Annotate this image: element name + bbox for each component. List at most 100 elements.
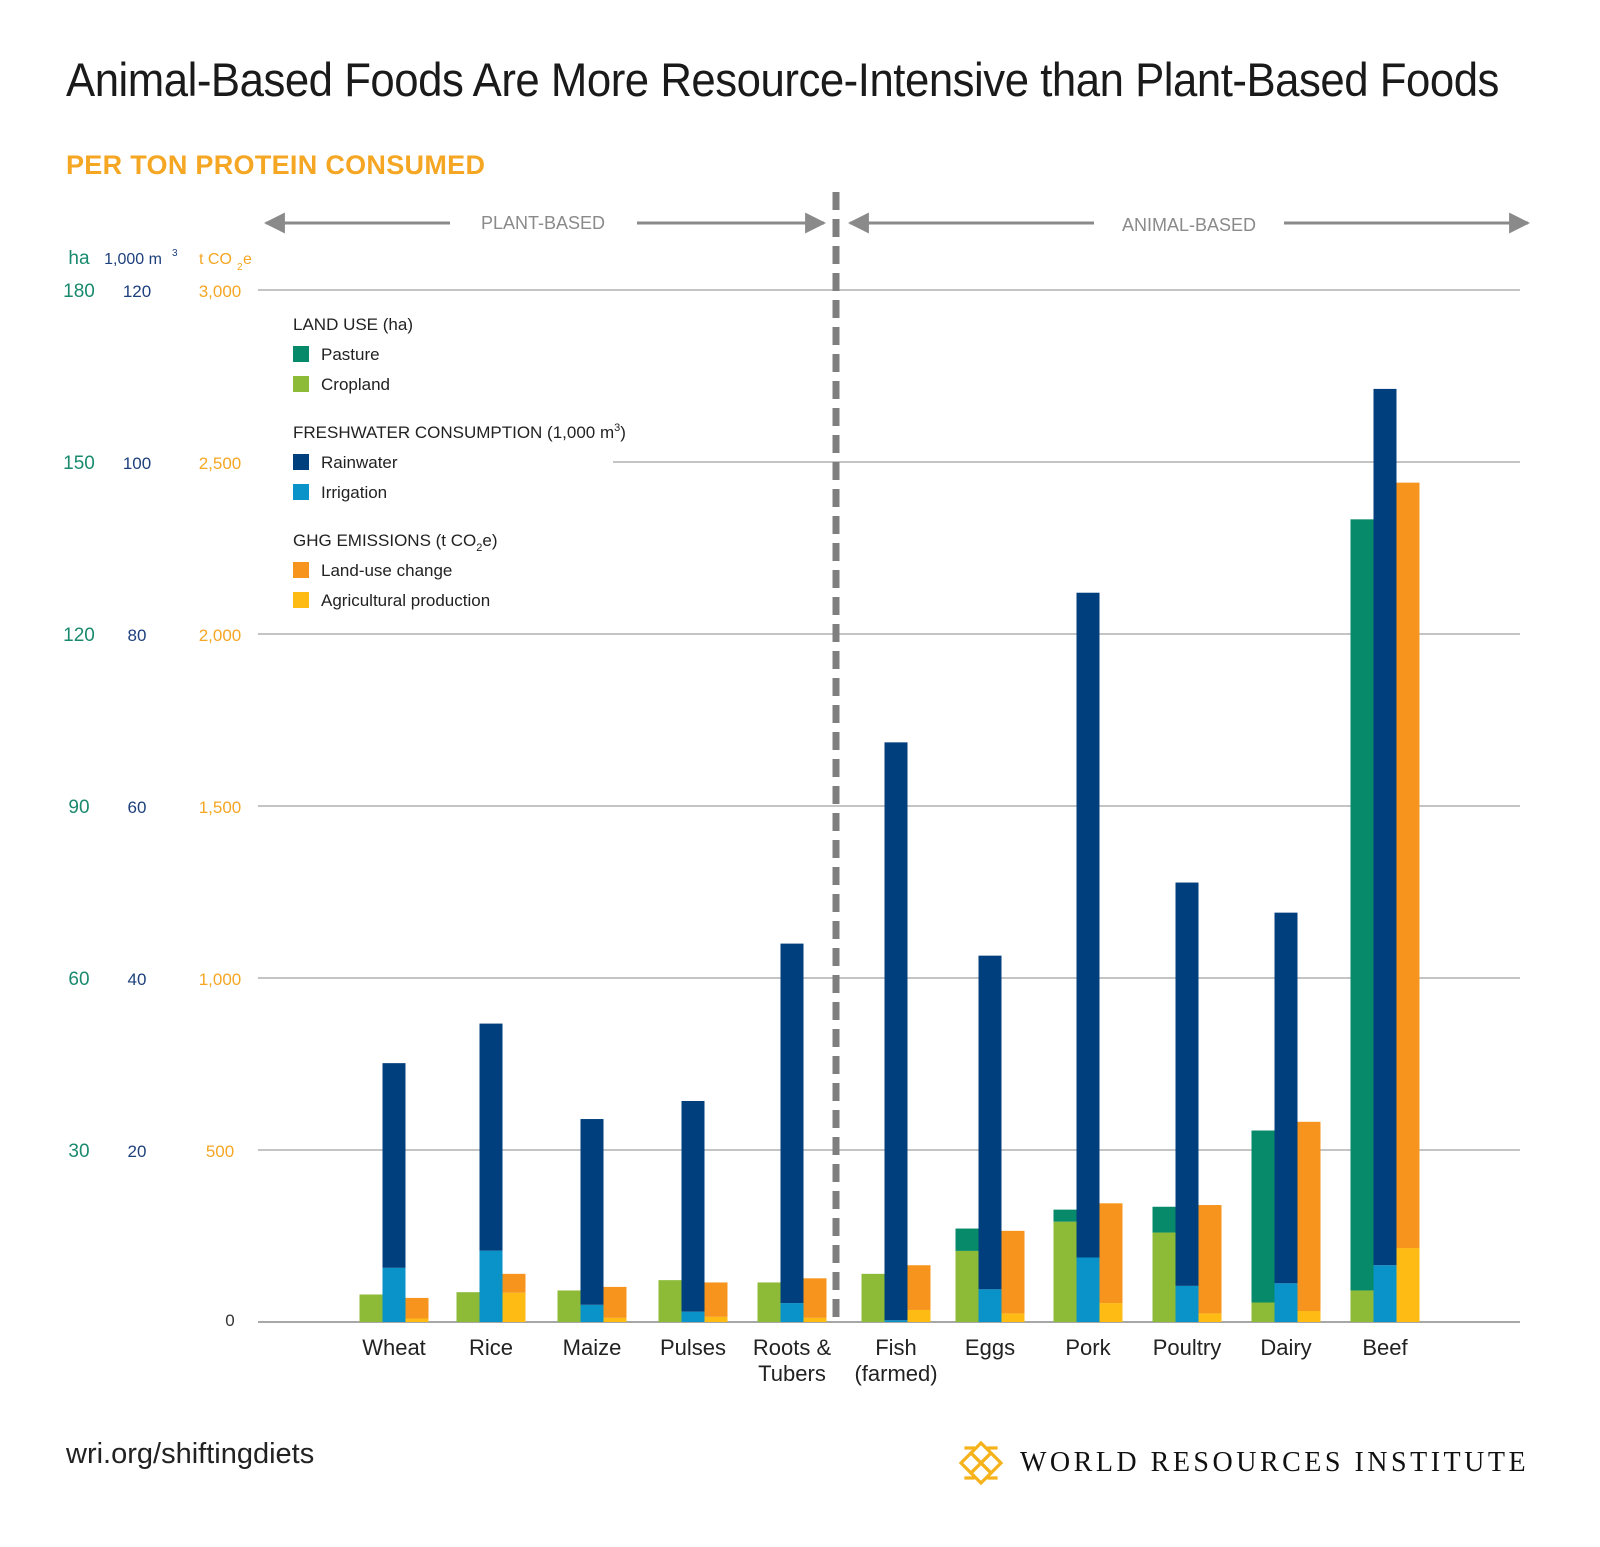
legend-group-title: GHG EMISSIONS (t CO2e) (293, 531, 498, 554)
bar-irrigation (382, 1267, 406, 1322)
bar-agricultural-production (1001, 1313, 1025, 1322)
bar-cropland (557, 1290, 581, 1322)
legend-label: Irrigation (321, 483, 387, 502)
wri-emblem-icon (958, 1440, 1004, 1486)
x-tick-label: Eggs (965, 1335, 1015, 1360)
bar-cropland (456, 1292, 480, 1322)
y-tick-ghg: 3,000 (199, 282, 242, 301)
x-tick-label: Rice (469, 1335, 513, 1360)
y-tick-ha: 90 (68, 797, 89, 818)
y-axis-unit-ghg: t CO (199, 251, 232, 268)
y-axis-unit-ghg-sub: 2 (237, 262, 243, 273)
y-axis-unit-water: 1,000 m (104, 251, 162, 268)
group-labels: PLANT-BASED ANIMAL-BASED (263, 192, 1531, 1322)
y-axes: 30 60 90 120 150 180 0 20 40 60 80 100 120 500 1,000 1,… (63, 248, 252, 1330)
legend-label: Agricultural production (321, 591, 490, 610)
y-tick-ghg: 1,000 (199, 970, 242, 989)
x-tick-label: Poultry (1153, 1335, 1221, 1360)
bar-pasture (1053, 1209, 1077, 1222)
bar-cropland (1251, 1302, 1275, 1322)
x-tick-label: Beef (1362, 1335, 1408, 1360)
bar-cropland (1053, 1221, 1077, 1322)
bar-rainwater (978, 955, 1002, 1290)
legend-swatch (293, 346, 309, 362)
bar-agricultural-production (1198, 1313, 1222, 1322)
bar-rainwater (1175, 882, 1199, 1286)
bar-agricultural-production (1099, 1303, 1123, 1322)
legend-label: Rainwater (321, 453, 398, 472)
y-axis-unit-water-sup: 3 (172, 248, 178, 259)
bar-land-use-change (1198, 1205, 1222, 1314)
bar-rainwater (884, 742, 908, 1321)
bars (359, 388, 1420, 1322)
y-tick-ghg: 1,500 (199, 798, 242, 817)
bar-land-use-change (502, 1273, 526, 1293)
y-tick-water: 20 (128, 1142, 147, 1161)
bar-cropland (955, 1250, 979, 1322)
bar-land-use-change (704, 1282, 728, 1317)
y-tick-ghg: 500 (206, 1142, 234, 1161)
legend-label: Land-use change (321, 561, 452, 580)
bar-cropland (359, 1294, 383, 1322)
bar-rainwater (1373, 388, 1397, 1266)
bar-irrigation (1076, 1257, 1100, 1322)
x-tick-label: Maize (563, 1335, 622, 1360)
x-axis-labels: Wheat Rice Maize Pulses Roots & Tubers Fish (fa… (362, 1335, 1408, 1386)
y-tick-water: 40 (128, 970, 147, 989)
bar-land-use-change (1001, 1230, 1025, 1314)
group-label-plant: PLANT-BASED (481, 213, 605, 233)
y-tick-ha: 180 (63, 281, 95, 302)
legend-swatch (293, 376, 309, 392)
x-tick-label: Pork (1065, 1335, 1111, 1360)
bar-rainwater (1274, 912, 1298, 1284)
legend-swatch (293, 454, 309, 470)
legend-group-title: FRESHWATER CONSUMPTION (1,000 m3) (293, 422, 626, 442)
bar-cropland (861, 1273, 885, 1322)
bar-rainwater (780, 943, 804, 1304)
y-tick-ha: 30 (68, 1141, 89, 1162)
bar-pasture (1251, 1130, 1275, 1303)
page-title: Animal-Based Foods Are More Resource-Int… (66, 53, 1499, 106)
y-tick-water: 80 (128, 626, 147, 645)
bar-agricultural-production (704, 1316, 728, 1322)
bar-irrigation (479, 1250, 503, 1322)
bar-land-use-change (603, 1286, 627, 1318)
bar-irrigation (884, 1320, 908, 1322)
y-axis-unit-ha: ha (68, 248, 90, 269)
bar-agricultural-production (1297, 1310, 1321, 1322)
bar-land-use-change (1099, 1203, 1123, 1304)
x-tick-label: Roots & Tubers (753, 1335, 832, 1386)
bar-irrigation (780, 1303, 804, 1322)
legend: LAND USE (ha) Pasture Cropland FRESHWATER C… (293, 315, 626, 610)
bar-irrigation (681, 1311, 705, 1322)
bar-irrigation (1373, 1265, 1397, 1322)
bar-land-use-change (907, 1265, 931, 1310)
bar-cropland (1152, 1232, 1176, 1322)
y-tick-ha: 60 (68, 969, 89, 990)
logo-text: WORLD RESOURCES INSTITUTE (1020, 1447, 1530, 1478)
footer-url[interactable]: wri.org/shiftingdiets (66, 1438, 315, 1470)
x-tick-label: Wheat (362, 1335, 426, 1360)
bar-rainwater (681, 1100, 705, 1312)
bar-land-use-change (1396, 482, 1420, 1249)
bar-rainwater (382, 1063, 406, 1268)
bar-agricultural-production (603, 1317, 627, 1322)
chart-subtitle: PER TON PROTEIN CONSUMED (66, 150, 486, 180)
bar-agricultural-production (405, 1318, 429, 1322)
y-tick-ha: 150 (63, 453, 95, 474)
y-tick-water: 60 (128, 798, 147, 817)
legend-group-title: LAND USE (ha) (293, 315, 413, 334)
bar-irrigation (580, 1304, 604, 1322)
legend-label: Pasture (321, 345, 380, 364)
y-tick-ha: 120 (63, 625, 95, 646)
bar-irrigation (978, 1289, 1002, 1322)
bar-land-use-change (803, 1278, 827, 1318)
y-tick-zero: 0 (225, 1311, 234, 1330)
bar-land-use-change (405, 1297, 429, 1319)
bar-pasture (1152, 1206, 1176, 1233)
y-tick-water: 100 (123, 454, 151, 473)
wri-logo: WORLD RESOURCES INSTITUTE (958, 1440, 1529, 1486)
bar-cropland (1350, 1290, 1374, 1322)
x-tick-label: Pulses (660, 1335, 726, 1360)
